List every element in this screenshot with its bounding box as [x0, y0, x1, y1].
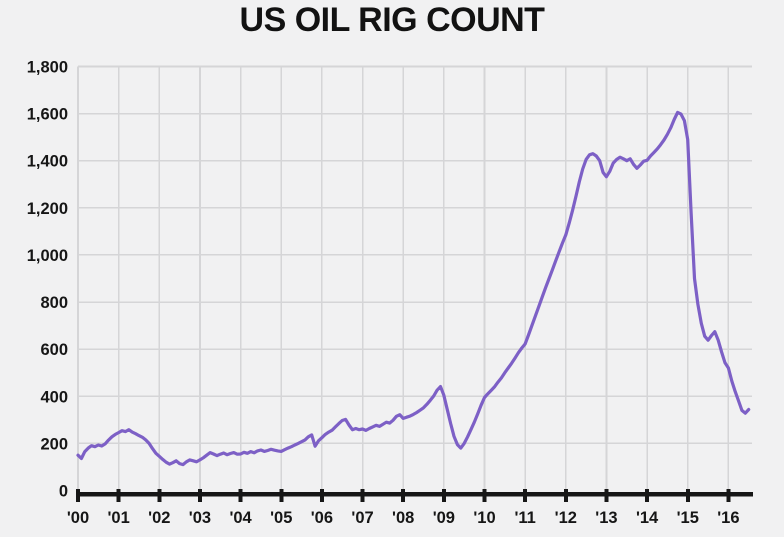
x-axis-tick [685, 489, 690, 502]
x-axis-tick-label: '09 [433, 509, 455, 527]
x-axis-tick-label: '08 [392, 509, 414, 527]
x-axis [76, 489, 753, 502]
y-axis-tick-label: 600 [40, 341, 68, 359]
x-axis-tick-label: '03 [189, 509, 211, 527]
x-axis-tick [197, 489, 202, 502]
y-axis-tick-label: 1,400 [27, 153, 68, 171]
y-axis-tick-label: 1,000 [27, 247, 68, 265]
x-axis-tick [645, 489, 650, 502]
x-axis-tick-label: '10 [473, 509, 495, 527]
y-axis-labels: 0 200 400 600 800 1,000 1,200 1,400 1,600 1,800 [27, 59, 68, 501]
x-axis-tick [482, 489, 487, 502]
x-axis-tick [360, 489, 365, 502]
y-axis-tick-label: 1,200 [27, 200, 68, 218]
x-axis-tick [157, 489, 162, 502]
x-axis-tick-label: '02 [148, 509, 170, 527]
x-axis-tick [523, 489, 528, 502]
x-axis-tick [116, 489, 121, 502]
rig-count-line-series [76, 110, 751, 467]
x-axis-tick-label: '05 [270, 509, 292, 527]
y-axis-tick-label: 0 [59, 483, 68, 501]
x-axis-tick-label: '04 [229, 509, 252, 527]
x-axis-tick-label: '14 [636, 509, 659, 527]
x-axis-tick-label: '06 [311, 509, 333, 527]
x-axis-tick-label: '13 [595, 509, 617, 527]
x-axis-tick [76, 489, 80, 502]
x-axis-tick-label: '12 [555, 509, 577, 527]
x-axis-tick [441, 489, 446, 502]
x-axis-tick [279, 489, 284, 502]
y-axis-tick-label: 800 [40, 294, 68, 312]
x-axis-tick-label: '00 [67, 509, 89, 527]
x-axis-line [76, 492, 753, 497]
x-axis-tick [604, 489, 609, 502]
x-axis-tick-label: '16 [717, 509, 739, 527]
x-axis-tick-label: '15 [677, 509, 699, 527]
y-axis-tick-label: 1,800 [27, 59, 68, 77]
x-axis-tick [319, 489, 324, 502]
x-axis-tick-label: '07 [351, 509, 373, 527]
x-axis-tick [401, 489, 406, 502]
x-axis-tick [563, 489, 568, 502]
x-axis-tick [726, 489, 731, 502]
x-axis-labels: '00 '01 '02 '03 '04 '05 '06 '07 '08 '09 '10 '11 '12 '… [67, 509, 740, 527]
x-axis-tick-label: '11 [514, 509, 535, 527]
x-axis-tick-label: '01 [108, 509, 130, 527]
y-axis-tick-label: 200 [40, 435, 68, 453]
y-axis-tick-label: 1,600 [27, 106, 68, 124]
x-axis-tick [238, 489, 243, 502]
chart-title: US OIL RIG COUNT [239, 1, 545, 39]
y-axis-tick-label: 400 [40, 388, 68, 406]
gridlines [77, 65, 752, 491]
